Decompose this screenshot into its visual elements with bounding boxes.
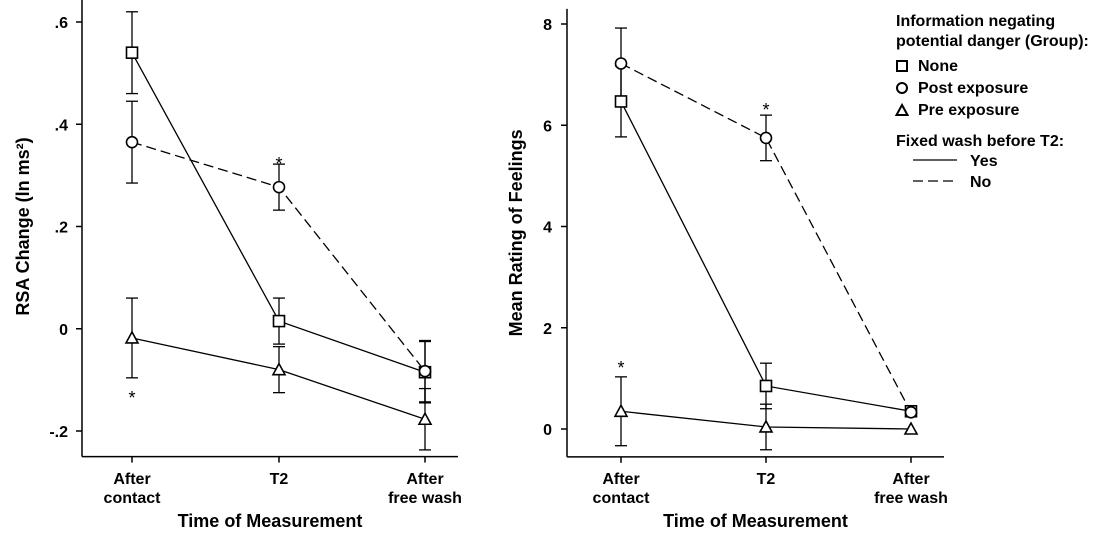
circle-marker [125,135,139,149]
legend-group-pre: Pre exposure [918,102,1019,119]
x-tick-label: After [602,471,639,488]
triangle-marker [758,419,774,433]
significance-asterisk: * [617,358,624,378]
rsa-change-panel: -.2 0 .2 .4 .6 After contact T2 After free wash Ti… [13,0,462,531]
x-tick-label: free wash [388,490,462,507]
legend: Information negating potential danger (G… [894,13,1089,191]
y-axis-title: Mean Rating of Feelings [506,129,526,336]
x-tick-label: free wash [874,490,948,507]
x-tick-label: After [406,471,443,488]
y-axis-title: RSA Change (ln ms²) [13,137,33,315]
x-tick-label: contact [593,490,651,507]
y-tick-label: .2 [55,220,68,237]
x-axis-title: Time of Measurement [178,511,363,531]
x-tick-label: T2 [757,471,776,488]
y-tick-label: 4 [543,220,552,237]
legend-group-none: None [918,58,958,75]
y-tick-label: -.2 [49,424,68,441]
x-tick-label: After [892,471,929,488]
series-line [620,62,912,413]
y-tick-label: .6 [55,15,68,32]
significance-asterisk: * [275,154,282,174]
x-tick-label: contact [104,490,162,507]
circle-marker [418,364,432,378]
y-tick-label: 0 [59,322,68,339]
legend-square-marker [896,60,908,72]
square-marker [272,314,286,328]
square-marker [614,95,628,108]
triangle-marker [417,411,433,426]
y-tick-label: 8 [543,17,552,34]
legend-title-line1: Information negating [896,13,1055,30]
legend-group-post: Post exposure [918,80,1028,97]
x-tick-label: After [113,471,150,488]
circle-marker [272,180,286,194]
circle-marker [614,57,628,70]
y-tick-label: 2 [543,321,552,338]
legend-triangle-marker [894,102,910,116]
triangle-marker [124,330,140,344]
square-marker [759,379,773,393]
legend-circle-marker [896,82,908,94]
legend-wash-title: Fixed wash before T2: [896,133,1064,150]
square-marker [125,46,139,59]
x-axis-title: Time of Measurement [663,511,848,531]
triangle-marker [613,403,629,418]
x-tick-label: T2 [270,471,289,488]
legend-wash-yes: Yes [970,153,998,170]
y-tick-label: .4 [55,117,68,134]
triangle-marker [271,361,287,376]
significance-asterisk: * [762,100,769,120]
circle-marker [759,131,773,145]
legend-title-line2: potential danger (Group): [896,33,1089,50]
y-tick-label: 6 [543,118,552,135]
significance-asterisk: * [128,388,135,408]
feelings-rating-panel: 0 2 4 6 8 After contact T2 After free wash Time of… [506,8,948,531]
y-tick-label: 0 [543,422,552,439]
legend-wash-no: No [970,174,992,191]
triangle-marker [903,421,919,435]
circle-marker [904,405,918,419]
